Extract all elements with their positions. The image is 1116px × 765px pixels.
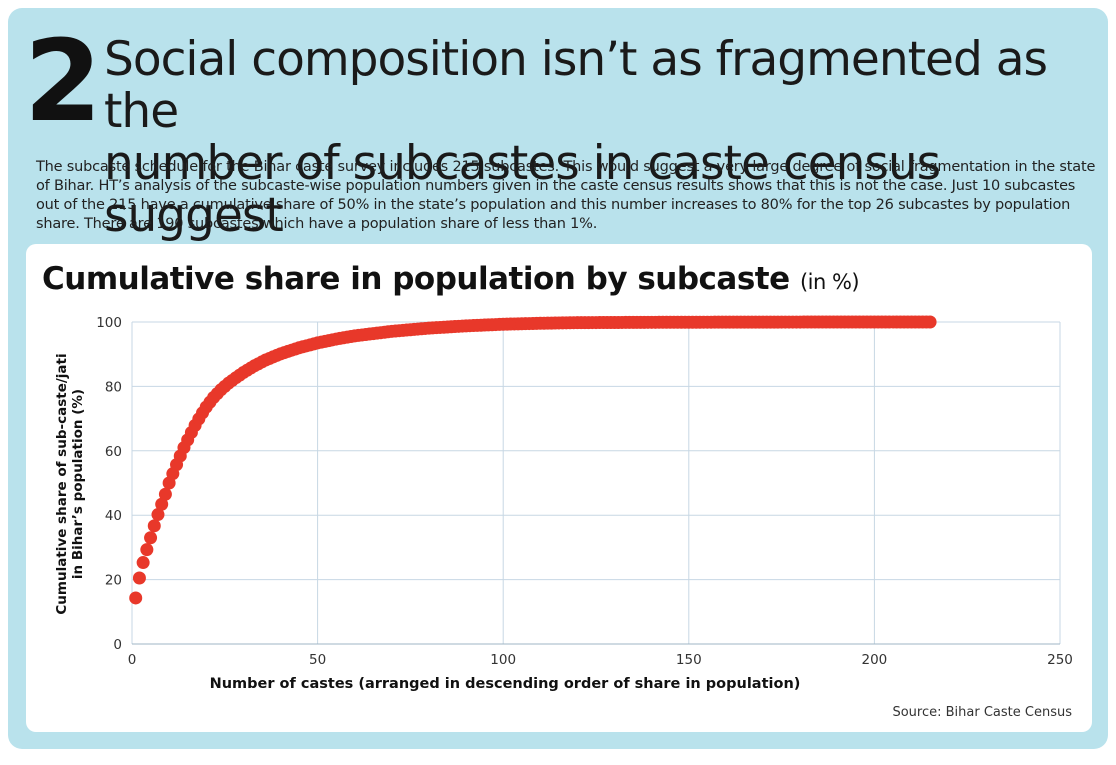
y-tick-label: 80 [105,379,122,395]
axis-ticks: 0 20 40 60 80 100 0 50 100 150 200 250 [96,315,1073,668]
data-point [151,508,165,522]
x-tick-label: 250 [1047,652,1073,668]
y-tick-label: 60 [105,444,122,460]
data-point [140,543,154,557]
data-point [129,591,143,605]
scatter-chart: 0 20 40 60 80 100 0 50 100 150 200 250 Number of ca… [54,315,1073,692]
x-tick-label: 200 [862,652,888,668]
data-point [919,315,933,329]
x-tick-label: 100 [490,652,516,668]
data-point [144,531,158,545]
axis-labels: Number of castes (arranged in descending… [54,353,800,692]
chart-title-text: Cumulative share in population by subcas… [42,261,790,297]
data-point [136,556,150,570]
headline-line-1: Social composition isn’t as fragmented a… [104,32,1048,139]
headline: Social composition isn’t as fragmented a… [104,34,1104,242]
chart-title: Cumulative share in population by subcas… [42,260,860,301]
y-tick-label: 100 [96,315,122,331]
data-point [155,497,169,511]
grid [131,321,1061,645]
chart-card: 0 20 40 60 80 100 0 50 100 150 200 250 Number of ca… [26,244,1092,732]
x-axis-label: Number of castes (arranged in descending… [210,676,801,692]
data-series [129,315,937,605]
y-tick-label: 40 [105,508,122,524]
data-point [147,519,161,533]
headline-line-2: number of subcastes in caste census sugg… [104,136,941,243]
section-number: 2 [24,17,102,147]
x-tick-label: 0 [128,652,137,668]
y-axis-label-line-1: Cumulative share of sub-caste/jati [54,353,70,614]
y-tick-label: 0 [113,637,122,653]
source-note: Source: Bihar Caste Census [892,705,1072,720]
x-tick-label: 150 [676,652,702,668]
data-point [158,487,172,501]
chart-title-unit: (in %) [799,270,860,294]
data-point [203,395,217,409]
y-axis-label-line-2: in Bihar’s population (%) [70,389,86,579]
x-tick-label: 50 [309,652,326,668]
y-tick-label: 20 [105,573,122,589]
data-point [132,571,146,585]
intro-text: The subcaste schedule for the Bihar cast… [36,159,1096,232]
